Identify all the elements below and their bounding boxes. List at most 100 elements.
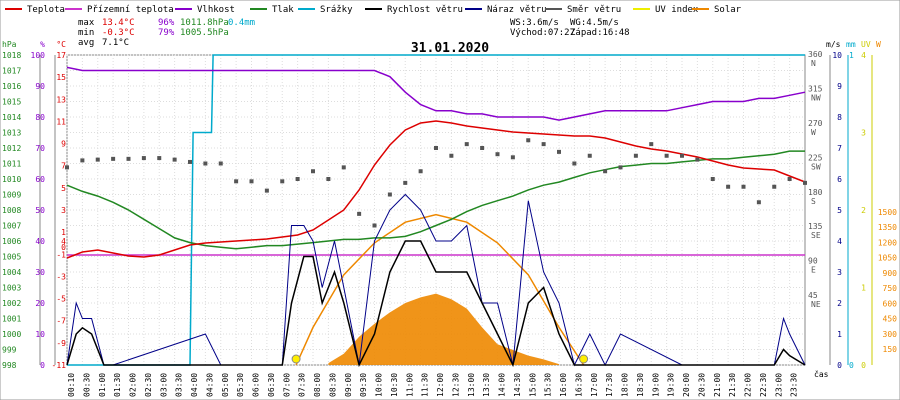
temp-axis-tick: 9	[61, 140, 66, 149]
wind-direction-point	[710, 177, 715, 181]
wind-direction-point	[387, 192, 392, 197]
wind-direction-point	[587, 153, 592, 158]
temp-axis-tick: 3	[61, 206, 66, 215]
wind-direction-point	[572, 161, 577, 166]
wind-direction-point	[172, 157, 177, 162]
wm-axis-tick: 1050	[878, 254, 897, 263]
wm-axis-tick: 450	[883, 315, 898, 324]
hpa-axis-tick: 1016	[2, 82, 21, 91]
x-tick: 19:00	[651, 373, 660, 397]
wm-axis-tick: 300	[883, 330, 898, 339]
ms-axis-tick: 7	[837, 144, 842, 153]
x-tick: 02:30	[144, 373, 153, 397]
wind-direction-point	[141, 156, 146, 161]
legend-label: Srážky	[320, 5, 353, 15]
wind-direction-point	[787, 177, 792, 181]
x-tick: 11:00	[405, 373, 414, 397]
temp-axis-tick: 0	[61, 243, 66, 252]
wind-direction-point	[65, 165, 69, 170]
x-axis: 00:10 00:30 01:00 01:30 02:00 02:30 03:00 03:30…	[67, 369, 829, 397]
wind-direction-point	[541, 142, 546, 147]
ms-axis-tick: 4	[837, 237, 842, 246]
x-tick: 11:30	[421, 373, 430, 397]
series-solar	[328, 293, 559, 365]
x-tick: 23:00	[774, 373, 783, 397]
wm-axis-tick: 1350	[878, 223, 897, 232]
wind-direction-point	[449, 153, 454, 158]
legend-label: Tlak	[272, 5, 294, 15]
wind-direction-point	[664, 153, 669, 158]
stat-min-press: 1005.5hPa	[180, 28, 229, 38]
x-tick: 10:00	[375, 373, 384, 397]
x-tick: 01:30	[113, 373, 122, 397]
temp-axis-tick: -7	[56, 317, 66, 326]
chart-title: 31.01.2020	[411, 41, 489, 56]
x-tick: 06:00	[252, 373, 261, 397]
ms-axis-tick: 8	[837, 113, 842, 122]
temp-axis-tick: 4	[61, 237, 66, 246]
wind-direction-point	[295, 177, 300, 181]
hpa-axis-tick: 1006	[2, 237, 21, 246]
x-tick: 20:30	[697, 373, 706, 397]
x-tick: 08:00	[313, 373, 322, 397]
wm-axis-tick: 1200	[878, 238, 897, 247]
stat-ws: WS:3.6m/s	[510, 18, 559, 28]
series-layer	[65, 54, 807, 368]
x-axis-label: čas	[814, 369, 829, 379]
hpa-axis-tick: 1009	[2, 191, 21, 200]
x-tick: 10:30	[390, 373, 399, 397]
mm-axis-tick: 0	[849, 361, 854, 370]
wind-direction-point	[649, 142, 654, 147]
y-axes: hPa1018101710161015101410131012101110101…	[2, 40, 897, 370]
hpa-axis-tick: 1002	[2, 299, 21, 308]
stat-avg-label: avg	[78, 38, 94, 48]
wind-direction-point	[633, 153, 638, 158]
legend-label: Směr větru	[567, 5, 621, 15]
legend-label: Vlhkost	[197, 5, 235, 15]
x-tick: 07:00	[282, 373, 291, 397]
dir-axis-tick: 90	[808, 257, 818, 266]
x-tick: 02:00	[129, 373, 138, 397]
x-tick: 13:00	[467, 373, 476, 397]
x-tick: 23:30	[790, 373, 799, 397]
wind-direction-point	[218, 161, 223, 166]
x-tick: 20:00	[682, 373, 691, 397]
wm-axis-tick: 900	[883, 269, 898, 278]
uv-axis-tick: 3	[861, 129, 866, 138]
temp-axis-tick: 7	[61, 162, 66, 171]
x-tick: 18:30	[636, 373, 645, 397]
ms-axis-tick: 9	[837, 82, 842, 91]
dir-axis-tick: 360	[808, 50, 823, 59]
wind-direction-point	[157, 156, 162, 161]
dir-axis-tick: 315	[808, 84, 823, 93]
temp-axis-tick: 5	[61, 184, 66, 193]
x-tick: 06:30	[267, 373, 276, 397]
dir-axis-label: E	[811, 266, 816, 275]
temp-axis-tick: -3	[56, 272, 66, 281]
hpa-axis-tick: 1007	[2, 222, 21, 231]
wind-direction-point	[526, 138, 531, 143]
hpa-axis-tick: 1013	[2, 129, 21, 138]
wind-direction-point	[372, 223, 377, 228]
temp-axis-tick: -9	[56, 339, 66, 348]
x-tick: 04:00	[190, 373, 199, 397]
wm-axis-tick: 150	[883, 345, 898, 354]
x-tick: 21:00	[713, 373, 722, 397]
stat-max-temp: 13.4°C	[102, 18, 135, 28]
uv-axis-tick: 1	[861, 284, 866, 293]
wind-direction-point	[188, 159, 192, 164]
legend-label: Přízemní teplota	[87, 5, 174, 15]
x-tick: 04:30	[205, 373, 214, 397]
wm-axis-title: W	[876, 40, 881, 49]
wind-direction-point	[480, 146, 485, 150]
x-tick: 14:00	[498, 373, 507, 397]
ms-axis-tick: 5	[837, 206, 842, 215]
dir-axis-label: SE	[811, 231, 821, 240]
legend-label: Teplota	[27, 5, 65, 15]
temp-axis-tick: 13	[56, 95, 66, 104]
x-tick: 01:00	[98, 373, 107, 397]
wind-direction-point	[203, 161, 208, 166]
hpa-axis-tick: 998	[2, 361, 17, 370]
temp-axis-tick: -1	[56, 250, 66, 259]
